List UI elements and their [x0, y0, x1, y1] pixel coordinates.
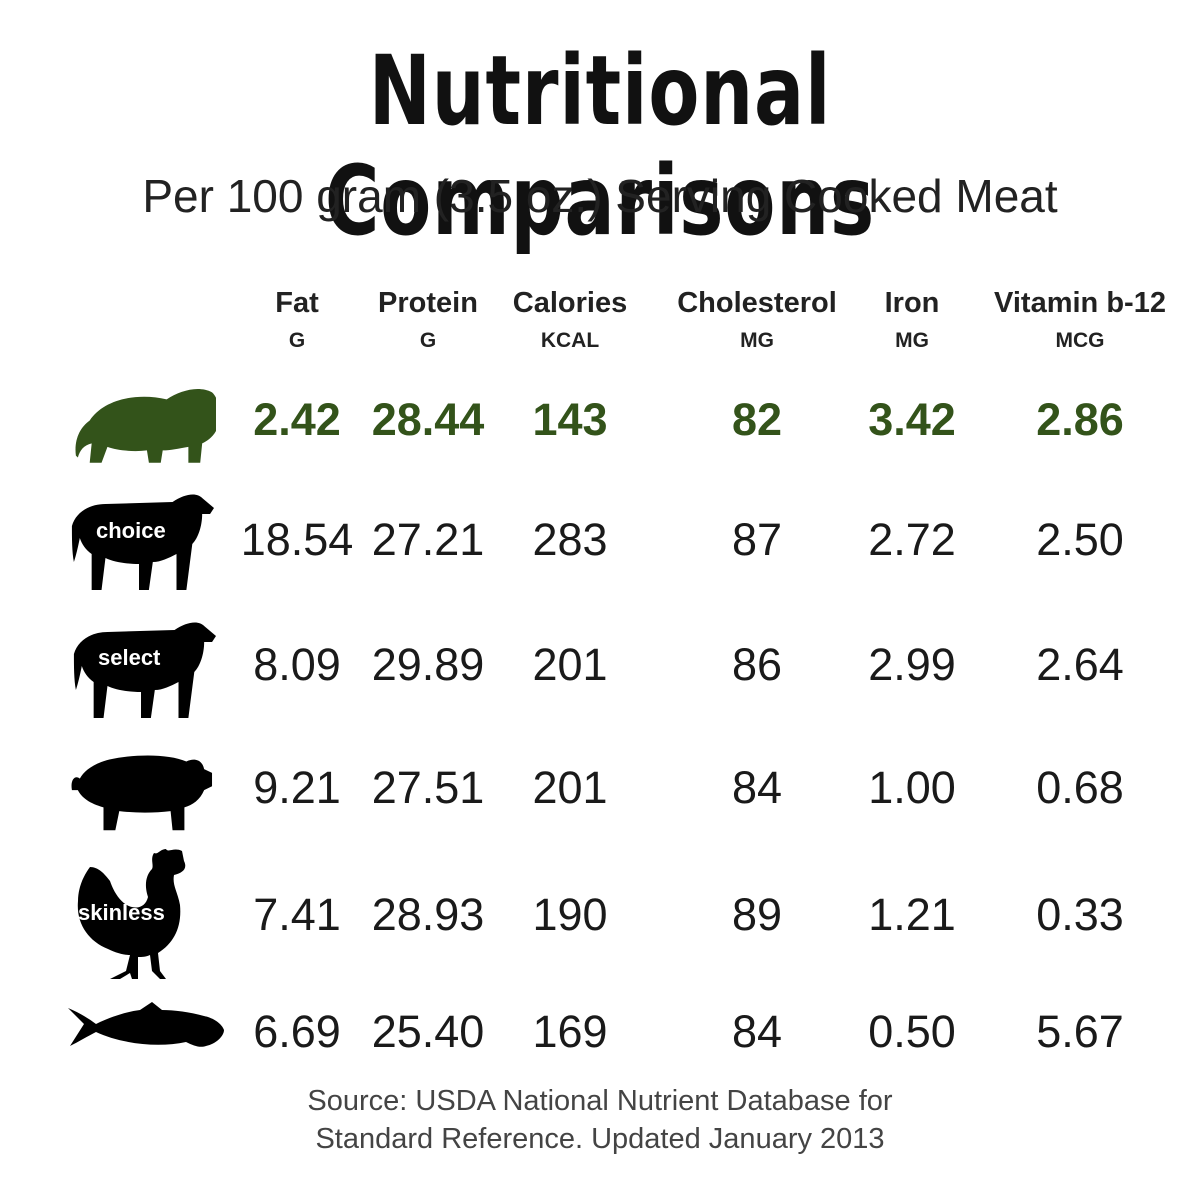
table-cell: 2.50 — [1036, 514, 1124, 565]
table-cell: 82 — [731, 394, 783, 445]
table-cell: 0.50 — [868, 1006, 956, 1057]
column-unit: G — [288, 329, 306, 352]
table-cell: 2.42 — [253, 394, 341, 445]
column-header-iron: Iron MG — [812, 286, 1012, 356]
table-cell: 6.69 — [253, 1006, 341, 1057]
table-cell: 25.40 — [371, 1006, 485, 1057]
column-name: Calories — [512, 287, 628, 319]
table-cell: 9.21 — [253, 762, 341, 813]
table-cell: 2.86 — [1036, 394, 1124, 445]
table-cell: 28.93 — [371, 889, 485, 940]
table-cell: 190 — [532, 889, 608, 940]
table-cell: 86 — [731, 639, 783, 690]
source-note: Source: USDA National Nutrient Database … — [0, 1082, 1200, 1158]
cow-icon — [66, 492, 214, 592]
table-cell: 283 — [532, 514, 608, 565]
table-cell: 3.42 — [868, 394, 956, 445]
fish-icon — [66, 1000, 226, 1056]
column-header-protein: Protein G — [328, 286, 528, 356]
table-cell: 2.64 — [1036, 639, 1124, 690]
table-cell: 29.89 — [371, 639, 485, 690]
column-unit: KCAL — [540, 329, 600, 352]
column-name: Vitamin b-12 — [994, 287, 1166, 319]
table-cell: 201 — [532, 762, 608, 813]
chart-title: Nutritional Comparisons — [324, 35, 876, 257]
table-cell: 28.44 — [371, 394, 485, 445]
table-cell: 87 — [731, 514, 783, 565]
table-cell: 2.99 — [868, 639, 956, 690]
table-cell: 27.51 — [371, 762, 485, 813]
table-cell: 5.67 — [1036, 1006, 1124, 1057]
column-name: Fat — [275, 287, 319, 319]
icon-label-select: select — [98, 645, 161, 670]
column-name: Protein — [378, 287, 478, 319]
column-unit: G — [419, 329, 437, 352]
table-cell: 1.00 — [868, 762, 956, 813]
table-cell: 84 — [731, 762, 783, 813]
table-cell: 0.33 — [1036, 889, 1124, 940]
column-header-cholesterol: Cholesterol MG — [657, 286, 857, 356]
table-cell: 169 — [532, 1006, 608, 1057]
table-cell: 89 — [731, 889, 783, 940]
pig-icon — [66, 750, 214, 836]
bison-icon — [68, 380, 216, 468]
column-header-fat: Fat G — [197, 286, 397, 356]
icon-label-choice: choice — [96, 518, 166, 543]
column-unit: MCG — [1055, 329, 1105, 352]
table-cell: 7.41 — [253, 889, 341, 940]
table-cell: 2.72 — [868, 514, 956, 565]
table-cell: 8.09 — [253, 639, 341, 690]
icon-label-skinless: skinless — [78, 900, 165, 925]
table-cell: 143 — [532, 394, 608, 445]
column-unit: MG — [895, 329, 929, 352]
column-name: Cholesterol — [677, 287, 837, 319]
source-line-2: Standard Reference. Updated January 2013 — [315, 1123, 885, 1155]
column-header-vitamin-b-12: Vitamin b-12 MCG — [980, 286, 1180, 356]
column-header-calories: Calories KCAL — [470, 286, 670, 356]
table-cell: 18.54 — [240, 514, 354, 565]
source-line-1: Source: USDA National Nutrient Database … — [307, 1085, 893, 1117]
table-cell: 201 — [532, 639, 608, 690]
table-cell: 1.21 — [868, 889, 956, 940]
table-cell: 84 — [731, 1006, 783, 1057]
cow-icon — [68, 620, 216, 720]
chart-subtitle: Per 100 gram (3.5 oz.) Serving Cooked Me… — [142, 170, 1058, 222]
table-cell: 27.21 — [371, 514, 485, 565]
column-unit: MG — [740, 329, 774, 352]
table-cell: 0.68 — [1036, 762, 1124, 813]
column-name: Iron — [884, 287, 940, 319]
chicken-icon — [70, 845, 190, 985]
